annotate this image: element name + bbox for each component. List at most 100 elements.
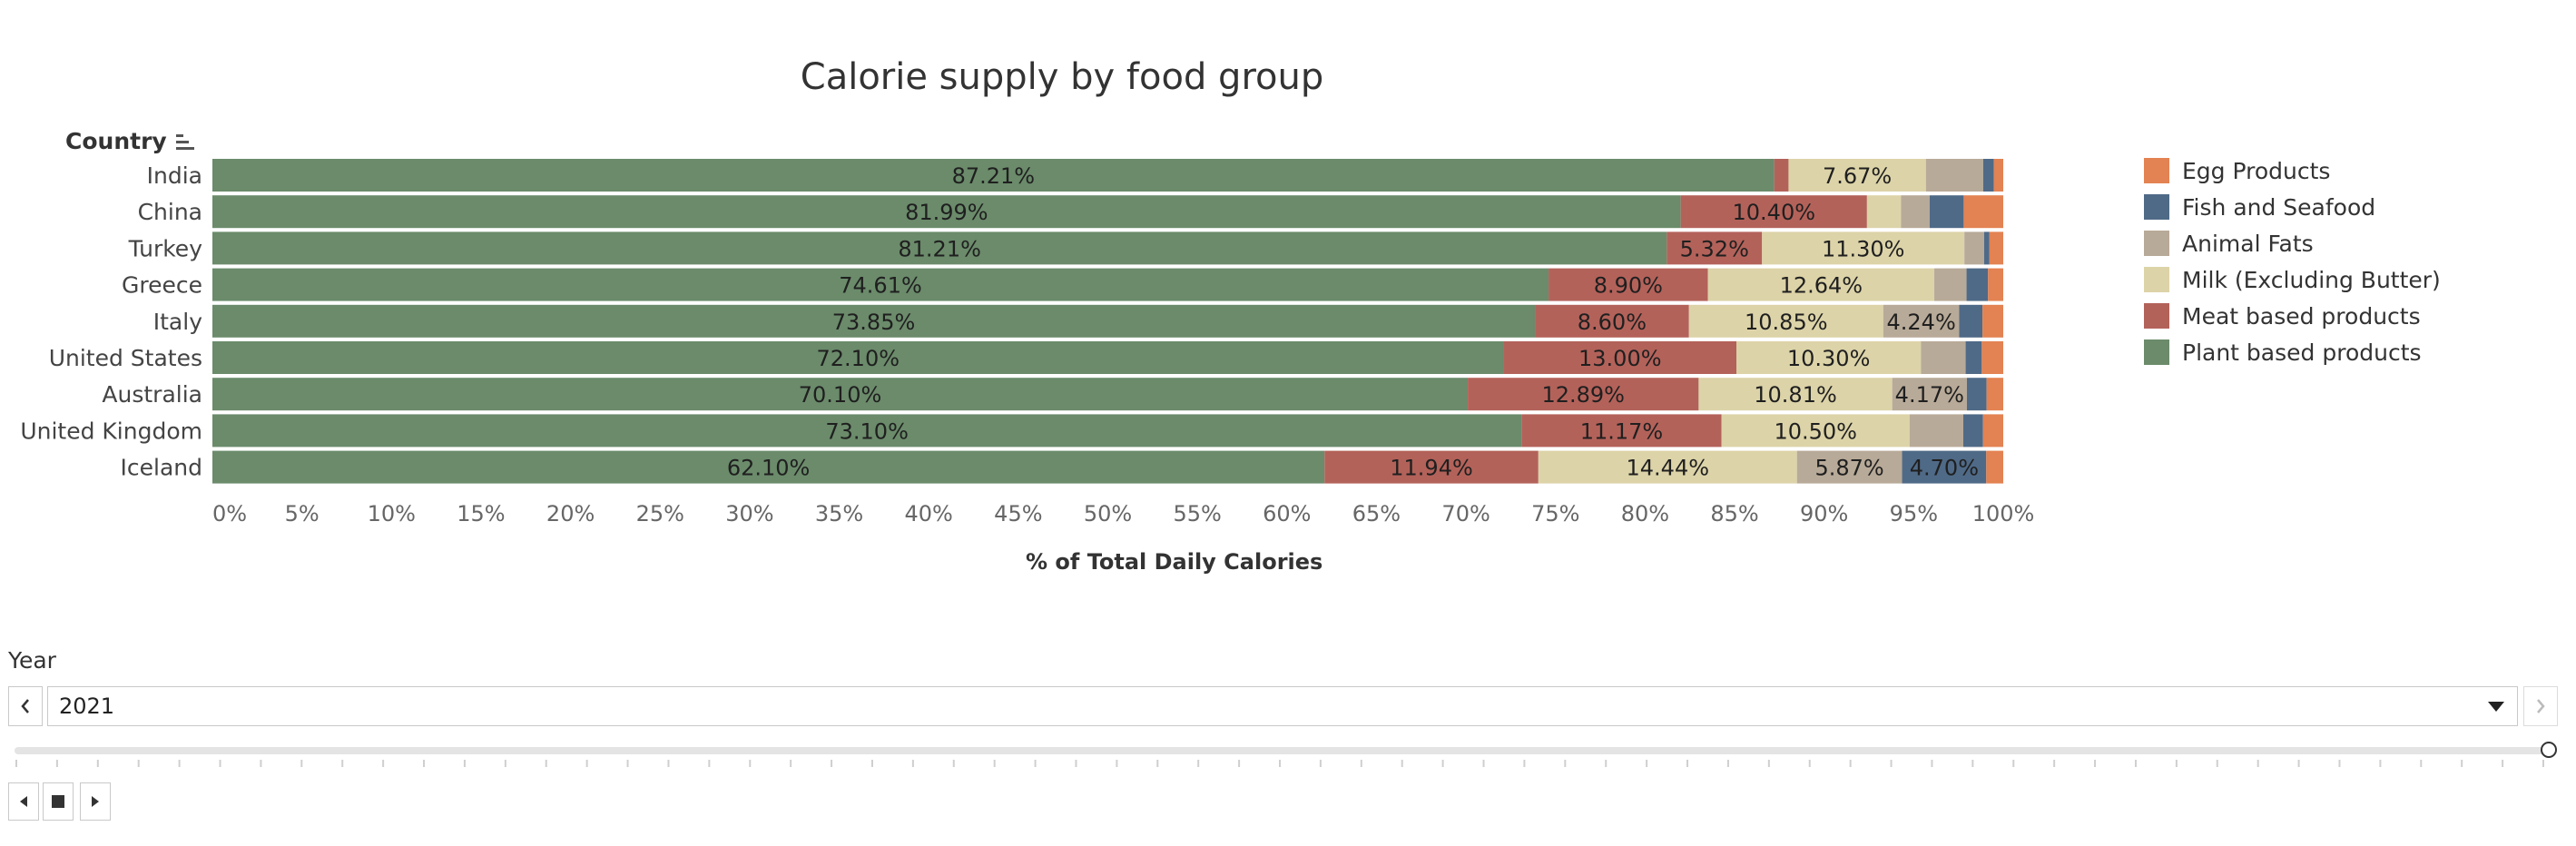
legend-item[interactable]: Meat based products [2144,298,2441,334]
bar-segment[interactable] [1788,159,1926,192]
bar-segment[interactable] [1986,378,2003,411]
bar-segment[interactable] [1883,304,1960,338]
bar-segment[interactable] [212,378,1469,411]
year-slider-track[interactable] [15,747,2545,754]
legend-swatch [2144,339,2169,365]
data-label: 5.32% [1680,236,1749,261]
data-label: 70.10% [799,382,882,408]
x-tick-label: 25% [636,501,684,526]
bar-segment[interactable] [1707,268,1935,301]
legend-item[interactable]: Milk (Excluding Butter) [2144,261,2441,298]
bar-segment[interactable] [1468,378,1699,411]
bar-segment[interactable] [1986,450,2003,484]
bar-segment[interactable] [1982,414,2003,448]
bar-segment[interactable] [1989,231,2003,265]
x-tick-label: 30% [725,501,773,526]
bar-segment[interactable] [1966,378,1987,411]
bar-segment[interactable] [1902,450,1987,484]
bar-segment[interactable] [212,341,1504,374]
bar-segment[interactable] [1549,268,1708,301]
bar-segment[interactable] [1963,414,1983,448]
data-label: 73.85% [832,310,916,335]
x-tick-label: 65% [1352,501,1401,526]
year-slider-thumb[interactable] [2541,742,2557,758]
legend-label: Fish and Seafood [2182,193,2376,221]
stop-button[interactable] [43,782,74,821]
bar-segment[interactable] [212,304,1536,338]
bar-segment[interactable] [1966,268,1989,301]
step-back-icon [20,796,27,807]
x-tick-label: 20% [546,501,595,526]
legend-item[interactable]: Fish and Seafood [2144,189,2441,225]
data-label: 10.81% [1754,382,1837,408]
bar-segment[interactable] [1988,268,2003,301]
bar-segment[interactable] [1892,378,1967,411]
bar-segment[interactable] [1698,378,1893,411]
step-back-button[interactable] [8,782,39,821]
legend-label: Egg Products [2182,157,2331,184]
y-tick-label: Italy [153,309,202,335]
x-tick-label: 90% [1800,501,1848,526]
bar-segment[interactable] [1736,341,1922,374]
bar-segment[interactable] [212,231,1667,265]
bar-segment[interactable] [1762,231,1965,265]
y-tick-label: China [138,199,202,225]
bar-segment[interactable] [1921,341,1966,374]
bar-segment[interactable] [212,159,1775,192]
bar-segment[interactable] [1901,195,1930,229]
data-label: 4.17% [1895,382,1964,408]
bar-segment[interactable] [212,414,1522,448]
bar-segment[interactable] [1964,231,1984,265]
chevron-left-icon [21,699,29,713]
bar-segment[interactable] [1688,304,1883,338]
y-axis-header: Country [65,128,196,154]
legend-swatch [2144,194,2169,220]
bar-segment[interactable] [212,450,1325,484]
bar-segment[interactable] [1983,231,1990,265]
bar-segment[interactable] [1929,195,1964,229]
play-icon [92,796,99,807]
x-tick-label: 40% [905,501,953,526]
previous-year-button[interactable] [8,686,43,726]
year-dropdown[interactable]: 2021 [47,686,2518,726]
bar-segment[interactable] [1796,450,1903,484]
bar-segment[interactable] [1680,195,1867,229]
bar-segment[interactable] [1535,304,1689,338]
sort-descending-icon[interactable] [175,133,196,151]
bar-segment[interactable] [1982,159,1994,192]
play-button[interactable] [80,782,111,821]
bar-segment[interactable] [1538,450,1797,484]
bar-segment[interactable] [212,195,1681,229]
bar-segment[interactable] [1667,231,1763,265]
bar-segment[interactable] [1965,341,1982,374]
next-year-button[interactable] [2523,686,2558,726]
bar-segment[interactable] [1981,341,2003,374]
bar-segment[interactable] [1959,304,1983,338]
bar-segment[interactable] [1324,450,1539,484]
bar-segment[interactable] [1909,414,1964,448]
bar-segment[interactable] [1934,268,1967,301]
legend-swatch [2144,267,2169,292]
x-tick-label: 80% [1621,501,1669,526]
bar-segment[interactable] [1993,159,2003,192]
y-tick-label: United Kingdom [20,418,202,444]
y-tick-label: Greece [122,272,202,299]
legend-item[interactable]: Egg Products [2144,152,2441,189]
bar-segment[interactable] [1925,159,1983,192]
legend-item[interactable]: Plant based products [2144,334,2441,370]
x-tick-label: 10% [368,501,416,526]
legend-item[interactable]: Animal Fats [2144,225,2441,261]
bar-segment[interactable] [1774,159,1789,192]
data-label: 7.67% [1823,163,1892,189]
bar-segment[interactable] [1721,414,1910,448]
bar-segment[interactable] [1982,304,2003,338]
x-tick-label: 95% [1890,501,1938,526]
data-label: 11.30% [1822,236,1905,261]
bar-segment[interactable] [212,268,1549,301]
bar-segment[interactable] [1866,195,1902,229]
y-tick-label: Iceland [121,455,202,481]
bar-segment[interactable] [1503,341,1737,374]
bar-segment[interactable] [1963,195,2003,229]
bar-segment[interactable] [1521,414,1722,448]
legend-swatch [2144,303,2169,329]
